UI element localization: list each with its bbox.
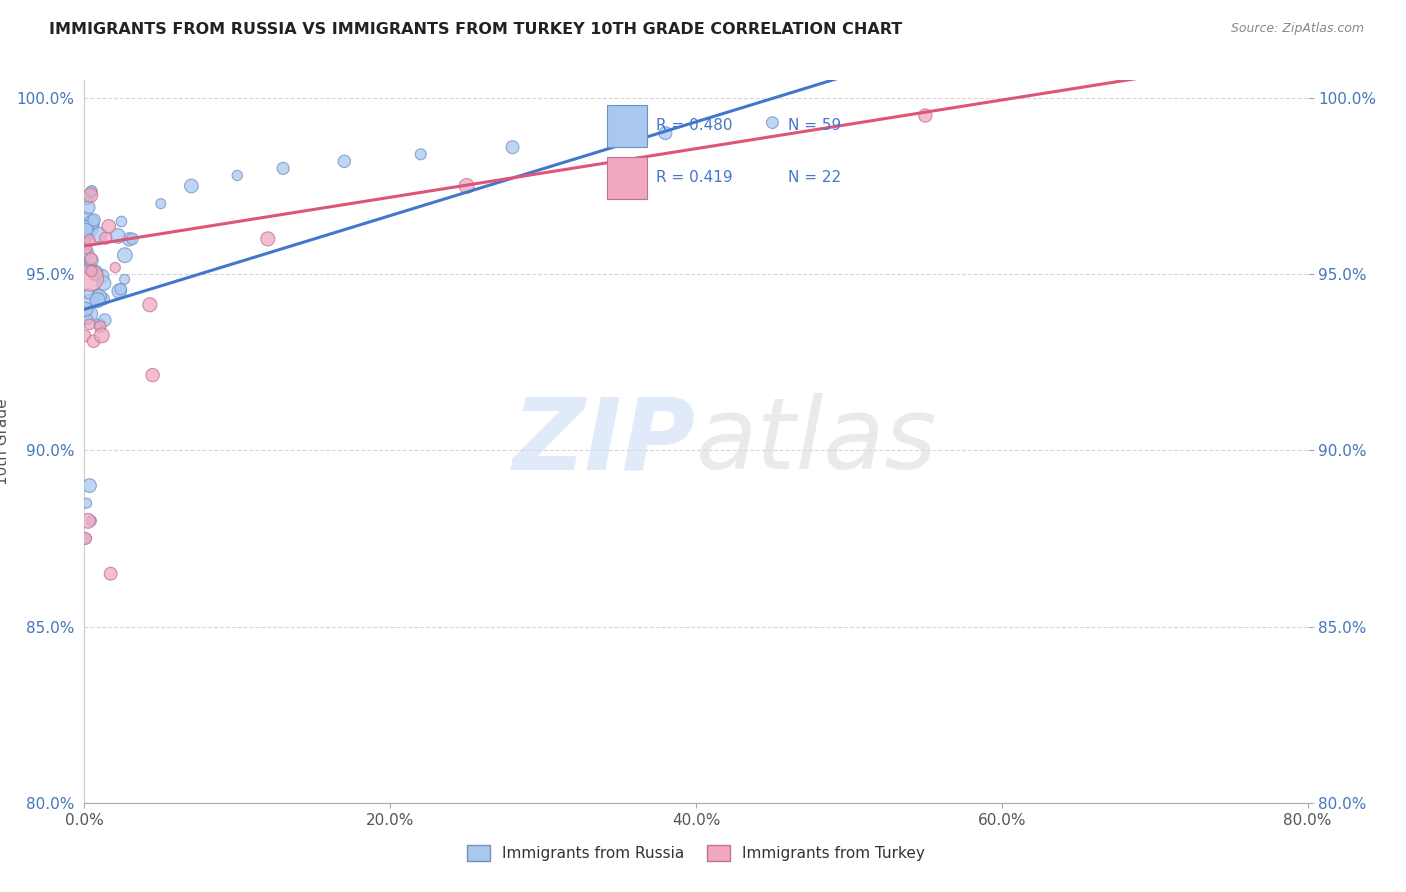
- Point: [84, 266, 107, 280]
- Point: [75, 532, 97, 546]
- Point: [79, 307, 101, 321]
- Point: [108, 284, 131, 298]
- Point: [80, 253, 103, 268]
- Point: [654, 126, 676, 140]
- Point: [761, 115, 783, 129]
- Point: [80, 186, 103, 200]
- Point: [139, 298, 162, 312]
- Point: [107, 228, 129, 243]
- Point: [118, 232, 141, 246]
- Text: atlas: atlas: [696, 393, 938, 490]
- Point: [142, 368, 165, 383]
- Point: [93, 276, 115, 290]
- Point: [456, 179, 478, 194]
- Point: [73, 230, 96, 244]
- Point: [75, 532, 97, 546]
- Point: [75, 302, 97, 317]
- Point: [89, 318, 111, 332]
- Point: [110, 282, 132, 296]
- Point: [73, 328, 96, 343]
- Point: [75, 224, 97, 238]
- Point: [89, 290, 111, 304]
- Point: [89, 227, 111, 242]
- Point: [86, 293, 108, 307]
- Text: IMMIGRANTS FROM RUSSIA VS IMMIGRANTS FROM TURKEY 10TH GRADE CORRELATION CHART: IMMIGRANTS FROM RUSSIA VS IMMIGRANTS FRO…: [49, 22, 903, 37]
- Point: [79, 478, 101, 492]
- Point: [409, 147, 432, 161]
- Point: [226, 169, 249, 183]
- Point: [77, 200, 100, 214]
- Text: ZIP: ZIP: [513, 393, 696, 490]
- Point: [76, 241, 98, 255]
- Point: [80, 184, 103, 198]
- Point: [79, 261, 101, 276]
- Point: [94, 231, 117, 245]
- Point: [79, 294, 101, 309]
- Point: [77, 286, 100, 301]
- Point: [76, 312, 98, 326]
- Point: [86, 286, 108, 301]
- Point: [75, 246, 97, 260]
- Point: [77, 260, 100, 274]
- Legend: Immigrants from Russia, Immigrants from Turkey: Immigrants from Russia, Immigrants from …: [461, 839, 931, 867]
- Point: [333, 154, 356, 169]
- Point: [93, 292, 115, 306]
- Point: [97, 219, 120, 234]
- Point: [73, 236, 96, 251]
- Point: [91, 269, 114, 284]
- Point: [121, 232, 143, 246]
- Point: [180, 179, 202, 194]
- Point: [80, 264, 103, 278]
- Point: [914, 109, 936, 123]
- Point: [104, 260, 127, 275]
- Point: [76, 192, 98, 206]
- Text: Source: ZipAtlas.com: Source: ZipAtlas.com: [1230, 22, 1364, 36]
- Point: [89, 319, 111, 334]
- Point: [79, 318, 101, 332]
- Point: [76, 496, 98, 510]
- Point: [114, 248, 136, 262]
- Point: [100, 566, 122, 581]
- Point: [149, 196, 172, 211]
- Point: [79, 188, 101, 202]
- Point: [271, 161, 294, 176]
- Point: [76, 219, 98, 234]
- Y-axis label: 10th Grade: 10th Grade: [0, 398, 10, 485]
- Point: [89, 318, 111, 333]
- Point: [110, 214, 132, 228]
- Point: [77, 261, 100, 276]
- Point: [77, 260, 100, 275]
- Point: [83, 213, 105, 227]
- Point: [83, 334, 105, 349]
- Point: [94, 313, 117, 327]
- Point: [80, 514, 103, 528]
- Point: [502, 140, 524, 154]
- Point: [80, 252, 103, 266]
- Point: [79, 271, 101, 285]
- Point: [80, 215, 103, 229]
- Point: [77, 514, 100, 528]
- Point: [114, 272, 136, 286]
- Point: [73, 246, 96, 260]
- Point: [79, 233, 101, 247]
- Point: [73, 219, 96, 233]
- Point: [90, 328, 112, 343]
- Point: [257, 232, 280, 246]
